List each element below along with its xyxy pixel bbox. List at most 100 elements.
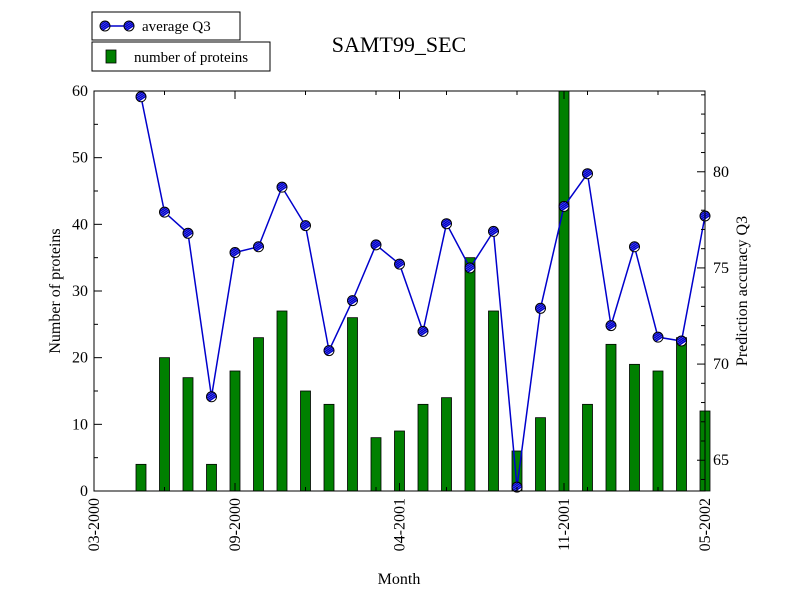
left-tick-label-5: 50 (72, 150, 88, 167)
q3-point-19-hatch-4 (583, 168, 593, 179)
q3-point-18-ring (558, 200, 570, 212)
q3-point-0-hatch (136, 91, 146, 102)
q3-point-6-hatch-4 (277, 182, 287, 193)
q3-point-9-hatch-2 (347, 295, 358, 306)
q3-point-21-ring (629, 241, 640, 253)
q3-point-10-ring (370, 239, 382, 251)
q3-point-22-hatch-1 (653, 332, 661, 343)
bar-19 (582, 403, 593, 492)
q3-point-1-hatch-2 (159, 207, 170, 218)
legend-bar-swatch (105, 49, 117, 64)
q3-point-4-hatch-4 (230, 247, 240, 258)
q3-point-17-hatch (535, 303, 546, 314)
legend-marker-a (99, 20, 111, 32)
q3-point-7-ring (300, 220, 311, 232)
q3-point-18-hatch-2 (559, 201, 569, 212)
q3-point-22 (652, 331, 664, 343)
q3-point-6 (276, 181, 288, 193)
bar-9 (347, 317, 358, 492)
q3-point-15-hatch-4 (489, 226, 499, 237)
bar-6 (276, 310, 288, 492)
bar-18 (558, 90, 570, 492)
legend-marker-b-hatch-2 (124, 21, 134, 31)
q3-point-24-hatch-4 (700, 211, 710, 221)
q3-point-9-hatch (347, 295, 358, 306)
bar-1 (159, 357, 170, 492)
ticks-layer: 0 10 20 30 40 50 60 65 70 75 80 03-2000 09-2000 04-20… (72, 83, 729, 551)
left-tick-label-4: 40 (72, 216, 88, 233)
q3-point-20-hatch-4 (606, 320, 616, 331)
q3-point-10-hatch-2 (371, 239, 381, 250)
right-tick-label-0: 65 (713, 452, 729, 469)
q3-point-10-hatch (371, 239, 381, 250)
right-tick-label-2: 75 (713, 260, 729, 277)
q3-point-0-hatch-1 (136, 91, 144, 102)
q3-point-23-hatch-4 (677, 336, 687, 346)
right-tick-label-3: 80 (713, 164, 729, 181)
q3-point-19-ring (582, 168, 593, 180)
q3-point-12-hatch-2 (418, 326, 428, 337)
bars-layer (135, 90, 711, 492)
q3-point-5 (253, 241, 264, 253)
q3-point-4 (229, 247, 241, 259)
bar-3 (206, 463, 217, 492)
q3-point-2 (182, 227, 194, 239)
left-tick-label-0: 0 (80, 483, 88, 500)
q3-point-24-hatch-1 (700, 211, 708, 221)
q3-point-2-hatch-4 (183, 228, 193, 239)
bar-10 (370, 437, 382, 492)
q3-point-24-hatch (700, 211, 710, 221)
q3-point-22-hatch-2 (653, 332, 663, 343)
q3-point-4-hatch (230, 247, 240, 258)
q3-point-7 (300, 220, 311, 232)
q3-point-9-hatch-4 (348, 295, 358, 306)
legend-marker-b (123, 20, 135, 32)
bar-5 (253, 337, 264, 492)
x-tick-label-1: 09-2000 (227, 498, 244, 551)
x-tick-label-0: 03-2000 (86, 498, 103, 551)
q3-point-12 (417, 325, 429, 337)
q3-point-0-hatch-2 (136, 91, 146, 102)
right-tick-label-1: 70 (713, 356, 729, 373)
q3-point-8-ring (323, 345, 335, 357)
q3-point-8 (323, 345, 335, 357)
legend-label-number-of-proteins: number of proteins (134, 50, 248, 66)
q3-point-3-hatch-2 (206, 391, 217, 402)
q3-point-21-hatch-1 (629, 241, 637, 252)
legend-marker-b-hatch-1 (124, 21, 132, 31)
q3-point-6-ring (276, 181, 288, 193)
q3-point-8-hatch-4 (324, 345, 334, 356)
q3-point-3-ring (206, 391, 217, 403)
q3-point-21 (629, 241, 640, 253)
q3-point-14-ring (464, 262, 476, 274)
q3-point-19 (582, 168, 593, 180)
q3-point-18-hatch-1 (559, 201, 567, 212)
q3-point-0 (135, 91, 147, 103)
x-tick-label-3: 11-2001 (556, 498, 573, 551)
bar-2 (182, 377, 194, 492)
q3-point-15-ring (488, 225, 499, 237)
q3-point-11-ring (394, 258, 405, 270)
q3-point-9 (347, 295, 358, 307)
left-tick-label-3: 30 (72, 283, 88, 300)
q3-point-23-hatch (676, 336, 687, 346)
legend-marker-a-hatch-2 (100, 21, 110, 31)
q3-point-20-ring (605, 320, 617, 332)
bar-0 (135, 463, 147, 492)
bar-8 (323, 403, 335, 492)
q3-point-21-hatch-4 (630, 241, 640, 252)
legend-marker-a-hatch-1 (100, 21, 108, 31)
q3-point-20-hatch (606, 320, 616, 331)
q3-point-0-ring (135, 91, 147, 103)
q3-point-20-hatch-1 (606, 320, 614, 331)
bar-13 (441, 397, 452, 492)
q3-point-14-hatch-4 (465, 262, 475, 273)
q3-point-20-hatch-2 (606, 320, 616, 331)
q3-point-18-hatch (559, 201, 569, 212)
q3-point-15 (488, 225, 499, 237)
bar-17 (535, 417, 546, 492)
q3-point-8-hatch-2 (324, 345, 334, 356)
q3-point-18 (558, 200, 570, 212)
q3-point-13-hatch-1 (441, 218, 449, 229)
q3-point-7-hatch (300, 220, 311, 231)
